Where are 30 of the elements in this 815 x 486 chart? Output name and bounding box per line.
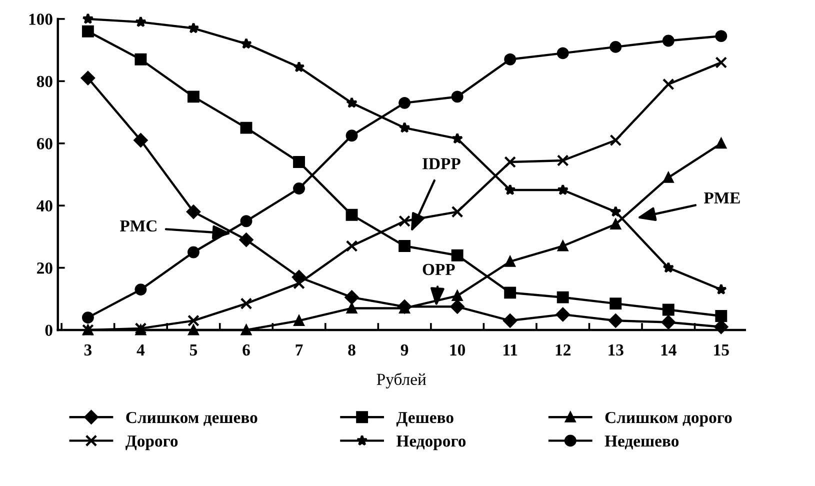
- x-axis-title: Рублей: [376, 372, 426, 388]
- y-tick-label: 20: [37, 262, 52, 274]
- y-tick-label: 0: [45, 324, 52, 336]
- x-tick-label: 15: [714, 344, 729, 356]
- annotation: OPP: [422, 264, 455, 276]
- x-tick-label: 11: [504, 344, 518, 356]
- x-tick-label: 3: [84, 344, 92, 356]
- x-tick-label: 10: [450, 344, 466, 356]
- x-tick-label: 8: [348, 344, 356, 356]
- x-tick-label: 7: [296, 344, 303, 356]
- y-tick-label: 40: [36, 200, 52, 212]
- x-tick-label: 12: [556, 344, 570, 356]
- legend-label: Слишком дорого: [605, 412, 732, 427]
- legend-label: Недешево: [604, 436, 679, 450]
- x-tick-label: 13: [608, 344, 624, 356]
- annotation: PMC: [120, 220, 156, 232]
- annotation: IDPP: [422, 158, 460, 170]
- x-tick-label: 14: [661, 344, 676, 356]
- x-tick-label: 6: [242, 344, 250, 356]
- x-tick-label: 5: [190, 344, 198, 356]
- legend-label: Недорого: [396, 436, 466, 450]
- legend-label: Дешево: [396, 412, 454, 427]
- y-tick-label: 80: [36, 76, 52, 88]
- legend-label: Дорого: [125, 436, 178, 450]
- x-tick-label: 4: [136, 344, 145, 356]
- legend-label: Слишком дешево: [126, 412, 258, 426]
- y-tick-label: 60: [36, 138, 52, 150]
- x-tick-label: 9: [400, 344, 408, 356]
- y-tick-label: 100: [29, 14, 52, 25]
- annotation: PME: [704, 192, 740, 204]
